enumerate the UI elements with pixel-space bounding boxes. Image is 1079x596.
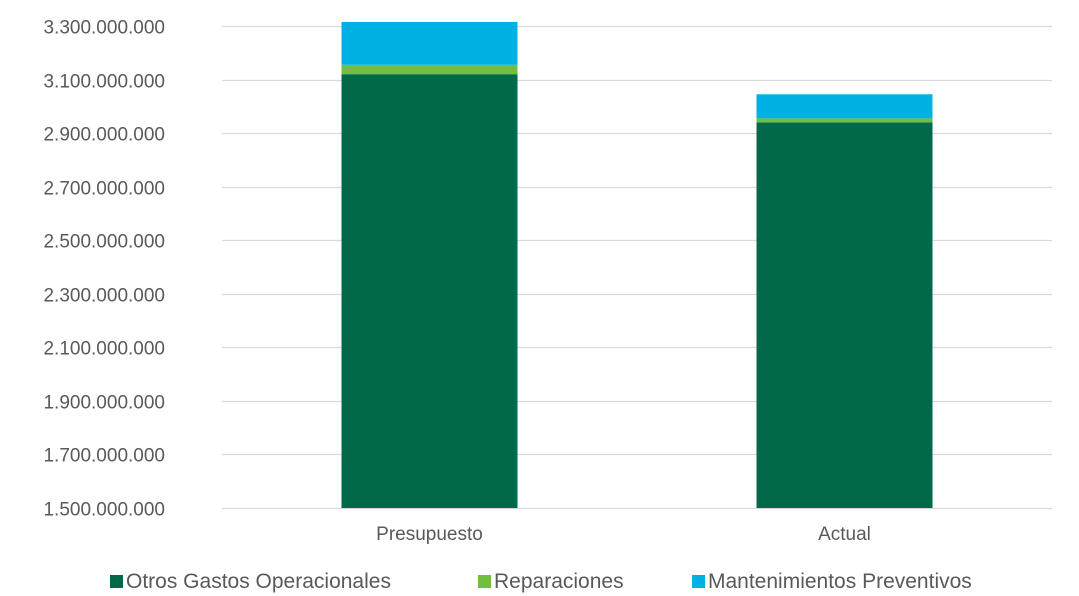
y-tick-label: 1.900.000.000	[43, 393, 165, 414]
y-tick-label: 2.700.000.000	[43, 179, 165, 200]
bar-segment-mantenimientos-preventivos-actual	[756, 94, 933, 119]
y-tick-label: 2.900.000.000	[43, 125, 165, 146]
legend-swatch	[478, 575, 491, 588]
legend-label: Mantenimientos Preventivos	[708, 570, 972, 593]
legend-swatch	[692, 575, 705, 588]
y-axis-tick-labels: 1.500.000.000 1.700.000.000 1.900.000.000 2…	[43, 18, 165, 521]
y-tick-label: 3.100.000.000	[43, 72, 165, 93]
bar-segment-otros-gastos-operacionales-actual	[756, 122, 933, 509]
y-tick-label: 3.300.000.000	[43, 18, 165, 39]
bar-segment-mantenimientos-preventivos-presupuesto	[341, 21, 518, 65]
legend-label: Otros Gastos Operacionales	[126, 570, 391, 593]
bar-segment-reparaciones-presupuesto	[341, 64, 518, 75]
x-axis-category-labels: Presupuesto Actual	[376, 524, 871, 545]
x-category-label: Actual	[818, 524, 871, 545]
bar-segment-reparaciones-actual	[756, 118, 933, 123]
y-tick-label: 2.500.000.000	[43, 232, 165, 253]
legend: Otros Gastos Operacionales Reparaciones Ma…	[110, 570, 972, 593]
bars	[341, 21, 933, 509]
y-tick-label: 2.300.000.000	[43, 286, 165, 307]
x-category-label: Presupuesto	[376, 524, 483, 545]
y-tick-label: 2.100.000.000	[43, 339, 165, 360]
bar-segment-otros-gastos-operacionales-presupuesto	[341, 74, 518, 508]
legend-swatch	[110, 575, 123, 588]
legend-label: Reparaciones	[494, 570, 624, 593]
y-tick-label: 1.700.000.000	[43, 446, 165, 467]
y-tick-label: 1.500.000.000	[43, 500, 165, 521]
